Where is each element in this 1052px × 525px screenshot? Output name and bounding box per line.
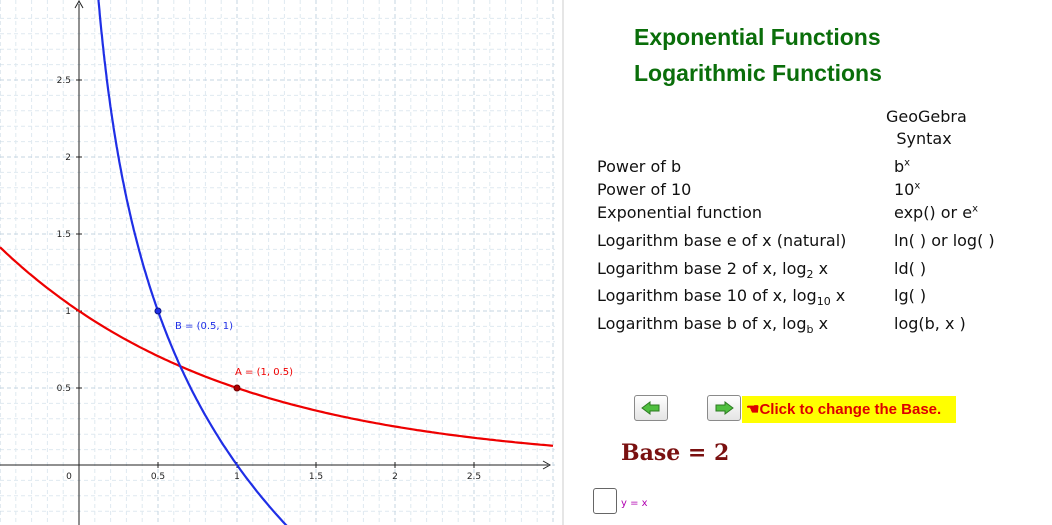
y-tick-label: 1 bbox=[65, 307, 71, 317]
logarithm-curve[interactable] bbox=[97, 0, 292, 525]
x-tick-label: 0 bbox=[66, 472, 72, 482]
row-name-subscript: 2 bbox=[806, 268, 814, 282]
x-tick-label: 1 bbox=[234, 472, 240, 482]
x-tick-label: 1.5 bbox=[309, 472, 323, 482]
logarithmic-functions-heading: Logarithmic Functions bbox=[634, 60, 882, 86]
row-power-of-10: Power of 10 10x bbox=[597, 180, 920, 199]
syntax-exponent: x bbox=[914, 180, 921, 192]
row-name-suffix: x bbox=[830, 286, 846, 305]
row-log-base-2: Logarithm base 2 of x, log2 x ld( ) bbox=[597, 259, 926, 282]
side-panel: Exponential Functions Logarithmic Functi… bbox=[564, 0, 1052, 525]
syntax-exponent: x bbox=[972, 203, 978, 215]
row-name-suffix: x bbox=[813, 259, 829, 278]
row-name-text: Logarithm base b of x, log bbox=[597, 314, 807, 333]
geogebra-syntax-header: GeoGebra Syntax bbox=[886, 106, 967, 150]
exponential-curve[interactable] bbox=[0, 246, 554, 447]
row-name-text: Logarithm base 10 of x, log bbox=[597, 286, 817, 305]
green-left-arrow-icon bbox=[641, 401, 660, 415]
row-syntax: lg( ) bbox=[894, 286, 927, 305]
row-name: Power of 10 bbox=[597, 180, 692, 199]
exponential-functions-heading: Exponential Functions bbox=[634, 24, 881, 50]
row-syntax: ld( ) bbox=[894, 259, 927, 278]
point-a-label: A = (1, 0.5) bbox=[235, 367, 293, 378]
y-tick-label: 2 bbox=[65, 153, 71, 163]
row-name-subscript: b bbox=[806, 323, 814, 337]
syntax-header-line-2: Syntax bbox=[896, 129, 952, 148]
row-name-suffix: x bbox=[813, 314, 829, 333]
syntax-base: b bbox=[894, 157, 905, 176]
y-tick-label: 2.5 bbox=[57, 76, 71, 86]
point-b[interactable] bbox=[154, 307, 162, 315]
point-a[interactable] bbox=[233, 384, 241, 392]
show-y-equals-x-checkbox[interactable] bbox=[593, 488, 617, 514]
row-name: Logarithm base b of x, logb x bbox=[597, 314, 829, 337]
axis-ticks bbox=[76, 79, 475, 468]
row-syntax: log(b, x ) bbox=[894, 314, 966, 333]
y-tick-label: 0.5 bbox=[57, 384, 71, 394]
syntax-base: exp() or e bbox=[894, 203, 973, 222]
y-axis-arrow bbox=[74, 0, 84, 9]
row-name: Logarithm base 2 of x, log2 x bbox=[597, 259, 829, 282]
row-power-of-b: Power of b bx bbox=[597, 157, 910, 176]
x-axis-arrow bbox=[542, 460, 552, 470]
row-log-natural: Logarithm base e of x (natural) ln( ) or… bbox=[597, 231, 995, 250]
row-syntax: bx bbox=[894, 157, 910, 176]
row-log-base-b: Logarithm base b of x, logb x log(b, x ) bbox=[597, 314, 966, 337]
x-tick-label: 0.5 bbox=[151, 472, 165, 482]
row-name-subscript: 10 bbox=[816, 295, 831, 309]
decrease-base-button[interactable] bbox=[634, 395, 668, 421]
minor-grid bbox=[0, 0, 555, 525]
row-syntax: exp() or ex bbox=[894, 203, 978, 222]
row-name-text: Logarithm base 2 of x, log bbox=[597, 259, 807, 278]
change-base-hint: ☚Click to change the Base. bbox=[742, 396, 956, 423]
row-name: Logarithm base 10 of x, log10 x bbox=[597, 286, 846, 309]
row-name: Power of b bbox=[597, 157, 682, 176]
x-tick-label: 2 bbox=[392, 472, 398, 482]
graph-view[interactable]: 0 0.5 1 1.5 2 2.5 0.5 1 1.5 2 2.5 A = (1, 0.5) B =… bbox=[0, 0, 555, 525]
base-value-display: Base = 2 bbox=[621, 440, 730, 466]
row-exponential-function: Exponential function exp() or ex bbox=[597, 203, 978, 222]
syntax-header-line-1: GeoGebra bbox=[886, 107, 967, 126]
y-tick-label: 1.5 bbox=[57, 230, 71, 240]
green-right-arrow-icon bbox=[715, 401, 734, 415]
row-log-base-10: Logarithm base 10 of x, log10 x lg( ) bbox=[597, 286, 926, 309]
panel-divider[interactable] bbox=[562, 0, 564, 525]
axes bbox=[0, 0, 552, 525]
syntax-exponent: x bbox=[904, 157, 911, 169]
x-tick-label: 2.5 bbox=[467, 472, 481, 482]
major-grid bbox=[0, 0, 555, 525]
row-syntax: ln( ) or log( ) bbox=[894, 231, 995, 250]
point-b-label: B = (0.5, 1) bbox=[175, 321, 233, 332]
syntax-base: 10 bbox=[894, 180, 915, 199]
row-syntax: 10x bbox=[894, 180, 920, 199]
y-equals-x-label: y = x bbox=[621, 498, 648, 509]
increase-base-button[interactable] bbox=[707, 395, 741, 421]
row-name: Logarithm base e of x (natural) bbox=[597, 231, 847, 250]
row-name: Exponential function bbox=[597, 203, 763, 222]
